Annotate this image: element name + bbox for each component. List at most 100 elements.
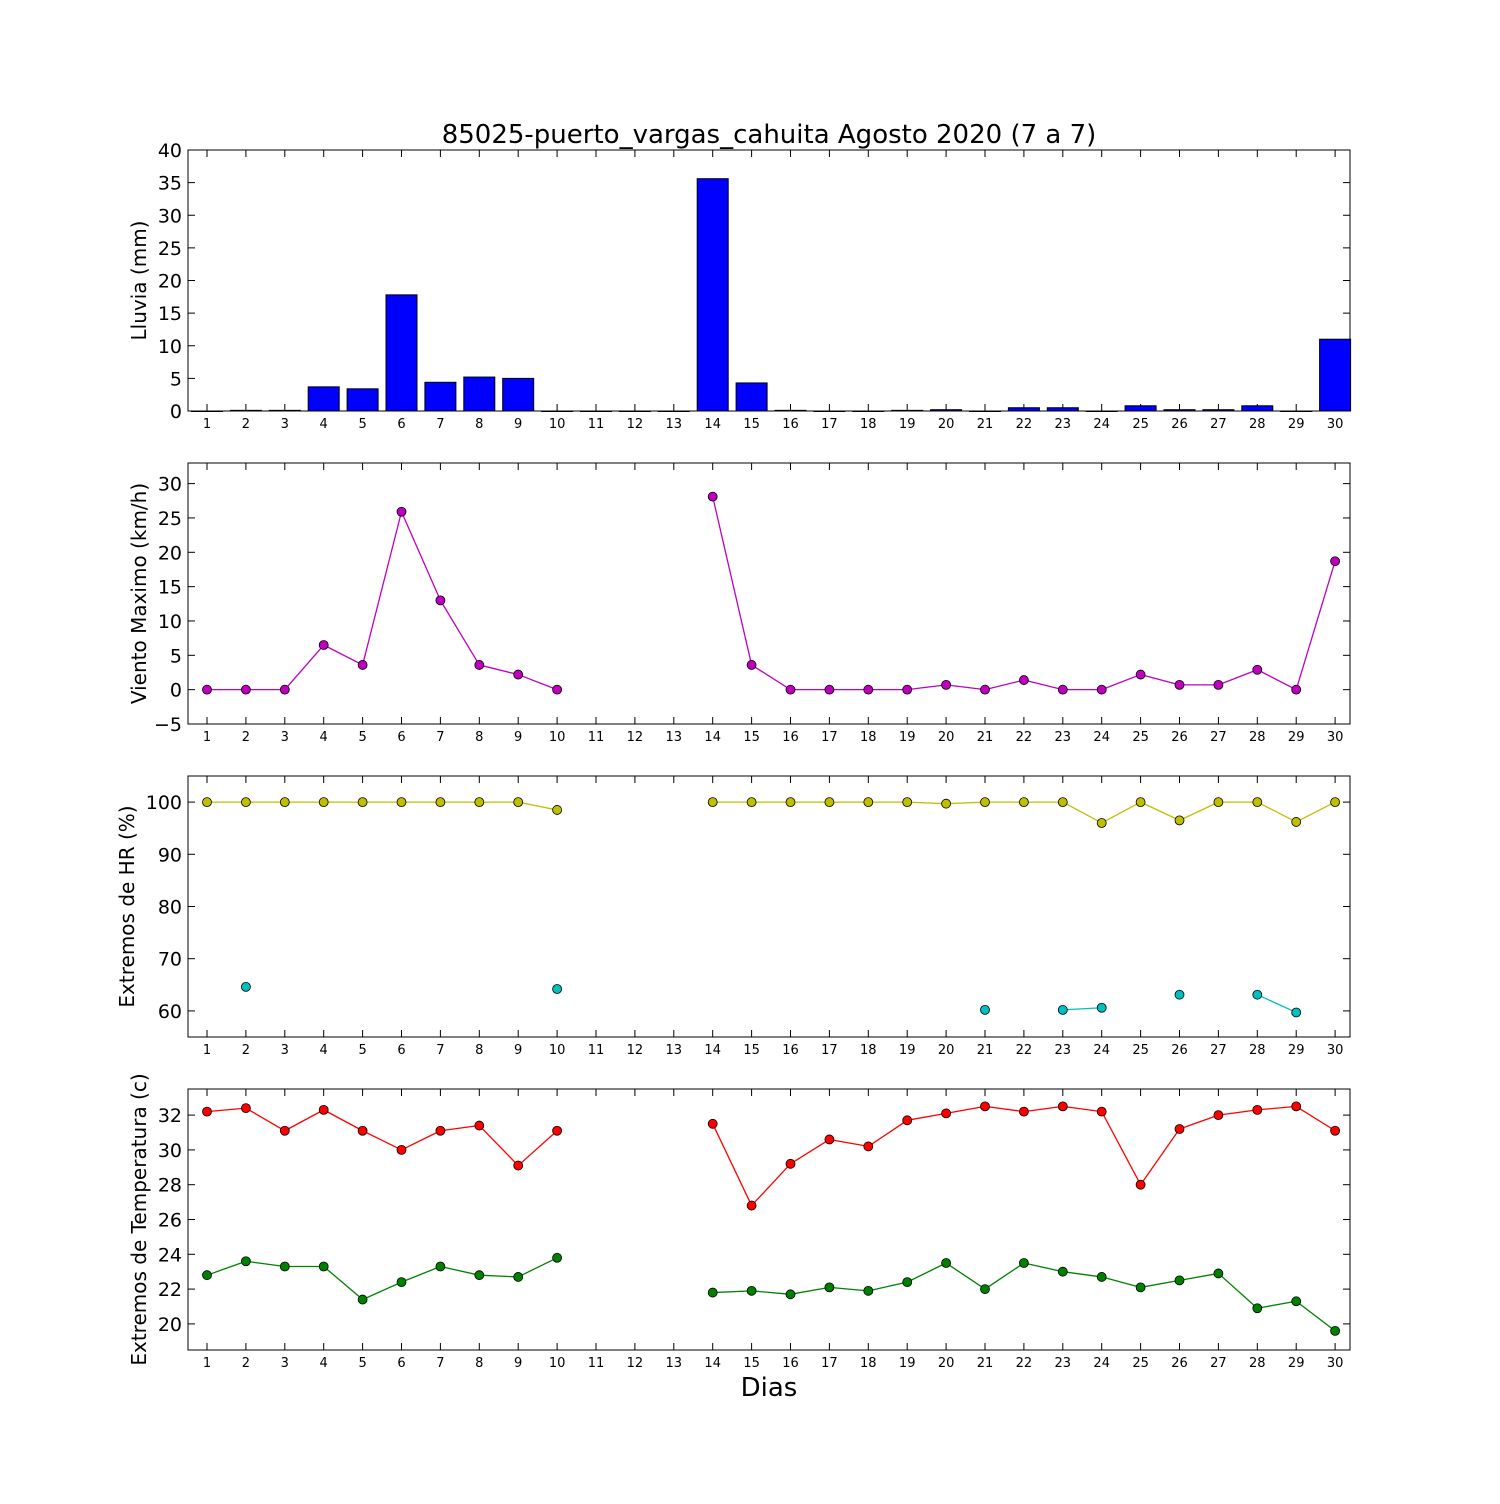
series-line [751, 1163, 791, 1207]
data-point [1330, 1325, 1340, 1336]
series-line [517, 1257, 558, 1278]
x-tick-label: 23 [1055, 1356, 1072, 1371]
series-line [401, 1130, 441, 1151]
data-point [1252, 989, 1263, 1000]
bar [346, 388, 379, 412]
x-tick-label: 9 [514, 1043, 522, 1058]
data-point [1291, 1296, 1302, 1307]
data-point [396, 1145, 407, 1155]
data-point [396, 1277, 407, 1288]
series-line [1101, 1111, 1142, 1186]
x-tick-label: 30 [1327, 1043, 1344, 1058]
x-tick-label: 3 [281, 1356, 289, 1371]
bar [307, 386, 340, 412]
x-tick-label: 15 [743, 730, 760, 745]
x-tick-label: 2 [242, 417, 250, 432]
bar [463, 376, 496, 412]
x-tick-label: 17 [821, 1356, 838, 1371]
series-line [712, 496, 753, 666]
series-line [1101, 1276, 1141, 1288]
x-tick-label: 3 [281, 417, 289, 432]
x-tick-label: 25 [1132, 1356, 1149, 1371]
x-tick-label: 23 [1055, 1043, 1072, 1058]
data-point [552, 805, 562, 815]
y-tick-label: 10 [158, 611, 182, 633]
x-tick-label: 7 [436, 1356, 444, 1371]
series-line [1062, 1007, 1102, 1011]
data-point [980, 797, 990, 807]
series-line [1295, 561, 1336, 690]
x-tick-label: 21 [977, 417, 994, 432]
x-tick-label: 8 [475, 1043, 483, 1058]
x-tick-label: 28 [1249, 417, 1266, 432]
x-tick-label: 8 [475, 417, 483, 432]
x-tick-label: 12 [627, 1043, 644, 1058]
series-line [517, 1130, 558, 1167]
y-tick-label: 80 [158, 897, 182, 919]
series-line [1179, 1114, 1219, 1130]
x-tick-label: 6 [397, 1043, 405, 1058]
x-tick-label: 25 [1132, 417, 1149, 432]
series-line [400, 511, 441, 601]
series-line [518, 801, 558, 811]
x-tick-label: 22 [1016, 417, 1033, 432]
x-tick-label: 11 [588, 730, 605, 745]
x-tick-label: 30 [1327, 1356, 1344, 1371]
data-point [1213, 679, 1224, 690]
y-tick-label: 10 [158, 336, 182, 358]
y-tick-label: 24 [158, 1244, 182, 1266]
series-line [1257, 669, 1297, 691]
series-line [1023, 1105, 1063, 1113]
x-tick-label: 19 [899, 730, 916, 745]
x-tick-label: 19 [899, 1356, 916, 1371]
x-tick-label: 17 [821, 417, 838, 432]
data-point [707, 491, 718, 502]
x-tick-label: 14 [704, 417, 721, 432]
y-tick-label: 20 [158, 271, 182, 293]
x-tick-label: 21 [977, 1043, 994, 1058]
x-tick-label: 1 [203, 730, 211, 745]
series-line [1062, 1271, 1102, 1278]
series-line [440, 1265, 480, 1276]
series-line [1295, 1105, 1336, 1132]
x-tick-label: 11 [588, 1043, 605, 1058]
y-tick-label: −5 [154, 714, 182, 736]
x-tick-label: 18 [860, 1356, 877, 1371]
bar [424, 381, 457, 412]
x-tick-label: 17 [821, 1043, 838, 1058]
bar [774, 409, 807, 412]
x-tick-label: 1 [203, 1356, 211, 1371]
series-line [1218, 1109, 1258, 1116]
y-tick-label: 25 [158, 238, 182, 260]
data-point [240, 1256, 251, 1267]
y-tick-label: 30 [158, 205, 182, 227]
y-tick-label: 0 [170, 401, 182, 423]
y-tick-label: 60 [158, 1001, 182, 1023]
data-point [1174, 815, 1185, 826]
bar [1046, 407, 1079, 412]
x-tick-label: 26 [1171, 730, 1188, 745]
y-tick-label: 28 [158, 1175, 182, 1197]
data-point [1252, 1104, 1263, 1115]
series-line [790, 1138, 830, 1165]
x-tick-label: 30 [1327, 730, 1344, 745]
x-tick-label: 20 [938, 417, 955, 432]
plot-frame [187, 775, 1351, 1038]
data-point [552, 1125, 562, 1136]
y-tick-label: 15 [158, 577, 182, 599]
x-tick-label: 12 [627, 417, 644, 432]
data-point [707, 797, 718, 807]
series-line [1257, 801, 1297, 823]
bar [1124, 405, 1157, 412]
series-line [1101, 801, 1141, 824]
x-tick-label: 26 [1171, 417, 1188, 432]
series-line [206, 1107, 246, 1113]
series-line [1218, 669, 1258, 686]
data-point [396, 506, 407, 517]
x-tick-label: 19 [899, 1043, 916, 1058]
data-point [1213, 797, 1224, 807]
series-line [1295, 1300, 1336, 1332]
data-point [785, 797, 796, 807]
data-point [435, 595, 446, 606]
